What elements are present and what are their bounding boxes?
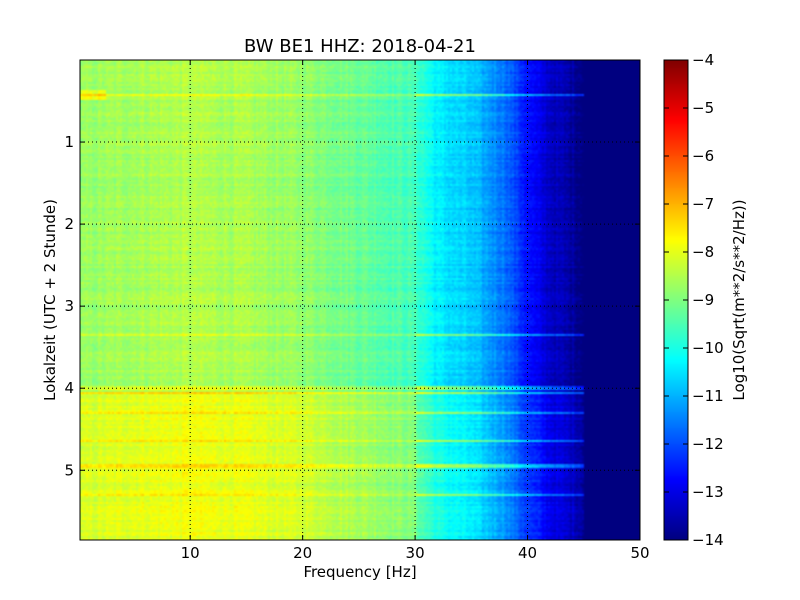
x-tick-label: 20: [293, 544, 312, 562]
x-tick-label: 50: [630, 544, 649, 562]
colorbar-label: Log10(Sqrt(m**2/s**2/Hz)): [730, 199, 748, 400]
x-tick-labels: 10 20 30 40 50: [181, 544, 650, 562]
plot-area: [79, 59, 641, 541]
colorbar-tick-label: −7: [692, 195, 714, 213]
chart-title: BW BE1 HHZ: 2018-04-21: [244, 36, 476, 57]
y-tick-label: 1: [64, 133, 74, 151]
colorbar: −4 −5 −6 −7 −8 −9 −10 −11 −12 −13 −14: [663, 51, 724, 549]
colorbar-tick-label: −8: [692, 243, 714, 261]
colorbar-tick-label: −4: [692, 51, 714, 69]
colorbar-tick-label: −12: [692, 435, 724, 453]
x-axis-label: Frequency [Hz]: [303, 563, 416, 581]
colorbar-frame: [663, 59, 689, 541]
plot-frame: [79, 59, 641, 541]
x-tick-label: 10: [181, 544, 200, 562]
colorbar-tick-label: −6: [692, 147, 714, 165]
y-tick-label: 4: [64, 379, 74, 397]
x-tick-label: 40: [518, 544, 537, 562]
colorbar-tick-label: −11: [692, 387, 724, 405]
y-tick-label: 3: [64, 297, 74, 315]
colorbar-ticks: −4 −5 −6 −7 −8 −9 −10 −11 −12 −13 −14: [664, 51, 724, 549]
colorbar-tick-label: −13: [692, 483, 724, 501]
y-tick-label: 2: [64, 215, 74, 233]
colorbar-tick-label: −10: [692, 339, 724, 357]
colorbar-tick-label: −14: [692, 531, 724, 549]
grid-lines: [80, 60, 640, 540]
y-tick-label: 5: [64, 461, 74, 479]
colorbar-tick-label: −9: [692, 291, 714, 309]
x-tick-label: 30: [406, 544, 425, 562]
colorbar-tick-label: −5: [692, 99, 714, 117]
y-tick-labels: 1 2 3 4 5: [64, 133, 74, 479]
y-axis-label: Lokalzeit (UTC + 2 Stunde): [41, 199, 59, 401]
spectrogram-heatmap: [80, 60, 640, 540]
